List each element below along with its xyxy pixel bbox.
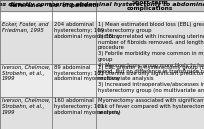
Text: Table 12. Studies directly comparing abdominal hysterectomy to abdominal myomect: Table 12. Studies directly comparing abd… (0, 2, 204, 7)
Text: Ecker, Foster, and
Friedman, 1995: Ecker, Foster, and Friedman, 1995 (2, 22, 49, 33)
Text: Myomectomy associated with significantly increased
risk of fever compared with h: Myomectomy associated with significantly… (98, 98, 204, 115)
Text: 204 abdominal
hysterectomy; 109
abdominal myomectomy: 204 abdominal hysterectomy; 109 abdomina… (54, 22, 120, 39)
Text: 89 abdominal
hysterectomy; 103
abdominal myomectomy: 89 abdominal hysterectomy; 103 abdominal… (54, 65, 120, 81)
Text: No. of patients: No. of patients (49, 3, 99, 8)
Text: Iverson, Chelmow,
Strobehn, et al.,
1999: Iverson, Chelmow, Strobehn, et al., 1999 (2, 65, 50, 81)
Text: Short-term
complications: Short-term complications (126, 0, 173, 11)
Bar (0, 64, 204, 97)
Bar (0, 0, 204, 11)
Text: 1) EBL greater in hysterectomy group (univariate)
2) Uterine size only significa: 1) EBL greater in hysterectomy group (un… (98, 65, 204, 93)
Bar (0, 97, 204, 129)
Text: 160 abdominal
hysterectomy; 101
abdominal myomectomy: 160 abdominal hysterectomy; 101 abdomina… (54, 98, 120, 115)
Text: Reference: Reference (9, 3, 43, 8)
Text: Iverson, Chelmow,
Strobehn, et al.,
1999: Iverson, Chelmow, Strobehn, et al., 1999 (2, 98, 50, 115)
Text: 1) Mean estimated blood loss (EBL) greater in
hysterectomy group
2) EBL correlat: 1) Mean estimated blood loss (EBL) great… (98, 22, 204, 74)
Bar (0, 21, 204, 64)
